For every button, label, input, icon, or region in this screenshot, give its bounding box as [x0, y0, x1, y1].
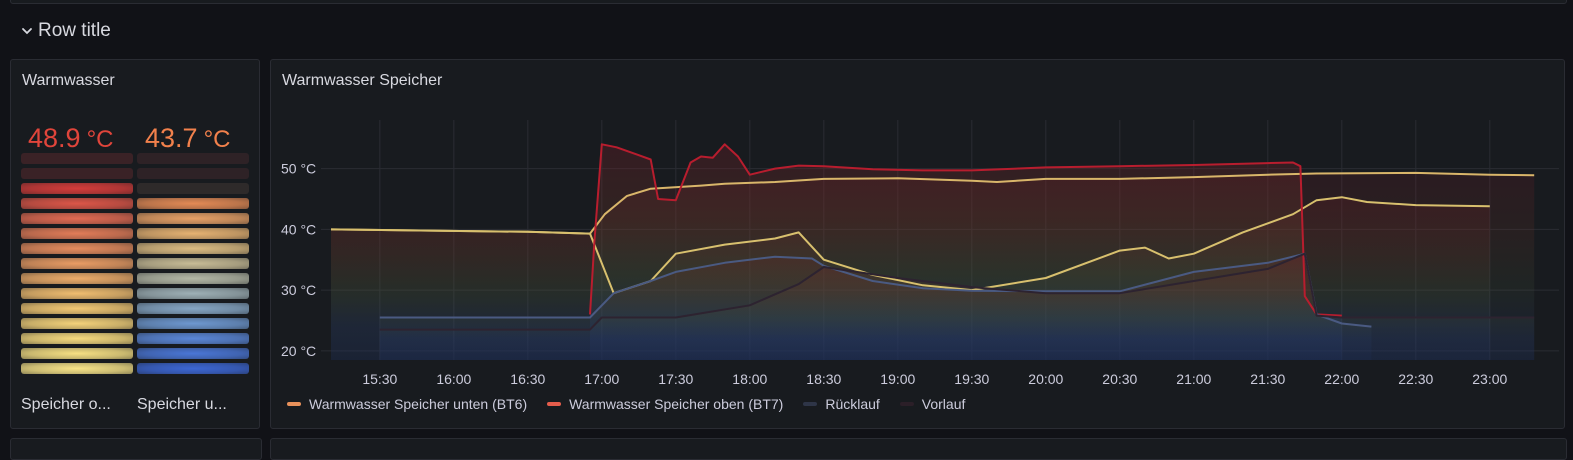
- panel-title: Warmwasser: [22, 72, 115, 89]
- x-tick-label: 21:00: [1176, 371, 1211, 387]
- legend-swatch: [547, 402, 562, 406]
- series-line[interactable]: [379, 252, 1372, 328]
- next-panel-edge: [270, 438, 1567, 460]
- gauge-bar-segment: [137, 348, 249, 359]
- legend-swatch: [803, 402, 818, 406]
- y-tick-label: 40 °C: [281, 221, 316, 237]
- panel-title: Warmwasser Speicher: [282, 72, 443, 89]
- gauge-number: 43.7: [145, 123, 198, 153]
- timeseries-chart[interactable]: 20 °C 30 °C 40 °C 50 °C 15:30 16:00 16:30 17:00…: [271, 60, 1564, 390]
- x-tick-label: 18:00: [732, 371, 767, 387]
- x-tick-label: 23:00: [1472, 371, 1507, 387]
- x-tick-label: 22:00: [1324, 371, 1359, 387]
- legend-label: Vorlauf: [921, 396, 966, 412]
- legend-label: Warmwasser Speicher unten (BT6): [309, 396, 528, 412]
- x-tick-label: 18:30: [806, 371, 841, 387]
- gauge-bar-segment: [21, 333, 133, 344]
- gauge-value-oben: 48.9 °C: [28, 123, 114, 155]
- gauge-bar-segment: [137, 213, 249, 224]
- legend-item-ruecklauf[interactable]: Rücklauf: [803, 396, 880, 412]
- warmwasser-speicher-panel[interactable]: Warmwasser Speicher 20 °C 30 °C 40 °C 50 °C…: [270, 59, 1565, 429]
- legend-swatch: [899, 402, 914, 406]
- gauge-bar-segment: [21, 288, 133, 299]
- y-tick-label: 20 °C: [281, 343, 316, 359]
- legend-swatch: [287, 402, 301, 406]
- legend-label: Rücklauf: [825, 396, 880, 412]
- gauge-bar-segment: [21, 348, 133, 359]
- chevron-down-icon: [22, 28, 32, 35]
- chart-legend: Warmwasser Speicher unten (BT6) Warmwass…: [287, 396, 985, 412]
- gauge-bar-segment: [137, 243, 249, 254]
- series-area: [379, 253, 1535, 360]
- gauge-label-unten: Speicher u...: [137, 396, 227, 413]
- gauge-value-unten: 43.7 °C: [145, 123, 231, 155]
- gauge-bar-segment: [21, 168, 133, 179]
- x-tick-label: 16:30: [510, 371, 545, 387]
- gauge-bar-segment: [21, 228, 133, 239]
- gauge-bar-segment: [137, 333, 249, 344]
- legend-item-bt7[interactable]: Warmwasser Speicher oben (BT7): [547, 396, 783, 412]
- gauge-number: 48.9: [28, 123, 81, 153]
- legend-label: Warmwasser Speicher oben (BT7): [569, 396, 784, 412]
- x-tick-label: 21:30: [1250, 371, 1285, 387]
- series-line[interactable]: [379, 252, 1535, 331]
- row-toggle[interactable]: Row title: [20, 18, 111, 44]
- x-tick-label: 15:30: [362, 371, 397, 387]
- row-title: Row title: [38, 20, 111, 41]
- x-tick-label: 17:00: [584, 371, 619, 387]
- gauge-bar-segment: [137, 228, 249, 239]
- gauge-bar-segment: [137, 198, 249, 209]
- x-tick-label: 19:30: [954, 371, 989, 387]
- gauge-unit: °C: [203, 126, 231, 153]
- gauge-bar-segment: [21, 363, 133, 374]
- previous-panel-edge: [10, 0, 1567, 4]
- gauge-bar-segment: [21, 258, 133, 269]
- gauge-label-oben: Speicher o...: [21, 396, 111, 413]
- gauge-bar-segment: [21, 183, 133, 194]
- x-tick-label: 16:00: [436, 371, 471, 387]
- gauge-bar-segment: [137, 288, 249, 299]
- next-panel-edge: [10, 438, 262, 460]
- gauge-bar-segment: [137, 318, 249, 329]
- gauge-bar-segment: [137, 183, 249, 194]
- legend-item-vorlauf[interactable]: Vorlauf: [899, 396, 966, 412]
- x-tick-label: 17:30: [658, 371, 693, 387]
- gauge-bar-segment: [21, 273, 133, 284]
- legend-item-bt6[interactable]: Warmwasser Speicher unten (BT6): [287, 396, 527, 412]
- gauge-bar-segment: [21, 243, 133, 254]
- x-tick-label: 22:30: [1398, 371, 1433, 387]
- gauge-unit: °C: [86, 126, 114, 153]
- warmwasser-gauge-panel[interactable]: Warmwasser 48.9 °C 43.7 °C Speicher o... S…: [10, 59, 260, 429]
- gauge-bar-segment: [137, 363, 249, 374]
- gauge-bar-segment: [137, 168, 249, 179]
- x-tick-label: 20:00: [1028, 371, 1063, 387]
- y-tick-label: 30 °C: [281, 282, 316, 298]
- series-line[interactable]: [589, 143, 1342, 317]
- gauge-bar-segment: [137, 258, 249, 269]
- gauge-bar-segment: [137, 273, 249, 284]
- y-tick-label: 50 °C: [281, 161, 316, 177]
- gauge-bar-segment: [137, 303, 249, 314]
- gauge-bar-segment: [137, 153, 249, 164]
- gauge-bar-segment: [21, 198, 133, 209]
- gauge-bar-segment: [21, 153, 133, 164]
- gauge-bar-segment: [21, 213, 133, 224]
- x-tick-label: 20:30: [1102, 371, 1137, 387]
- gauge-bar-segment: [21, 303, 133, 314]
- gauge-bar-segment: [21, 318, 133, 329]
- x-tick-label: 19:00: [880, 371, 915, 387]
